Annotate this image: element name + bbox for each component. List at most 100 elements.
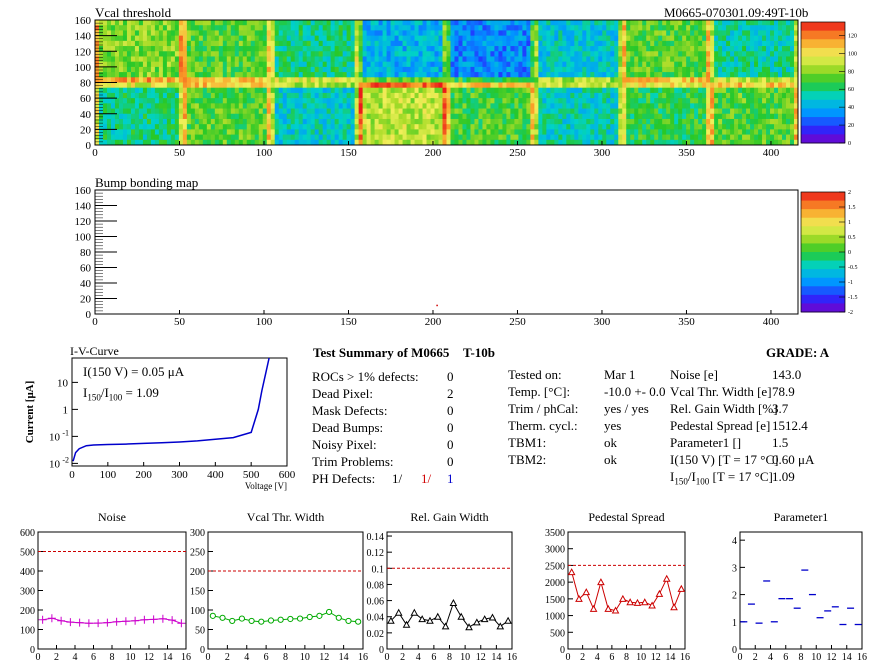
map-cell: [446, 77, 451, 83]
map-cell: [642, 25, 647, 31]
map-cell: [706, 35, 711, 42]
map-cell: [710, 46, 715, 52]
y-tick-label: 160: [75, 185, 92, 197]
map-cell: [730, 72, 735, 78]
map-cell: [658, 30, 663, 37]
map-cell: [538, 51, 543, 57]
map-cell: [686, 124, 691, 130]
map-cell: [710, 30, 715, 37]
map-cell: [586, 87, 591, 94]
roc-point: [131, 616, 140, 625]
map-cell: [774, 40, 779, 47]
map-cell: [342, 124, 348, 130]
map-cell: [166, 46, 172, 52]
map-cell: [790, 35, 795, 42]
map-cell: [362, 72, 368, 78]
map-cell: [646, 103, 651, 109]
map-cell: [438, 98, 443, 104]
map-cell: [442, 134, 447, 141]
map-cell: [250, 46, 256, 52]
map-cell: [746, 134, 751, 141]
map-cell: [218, 82, 224, 89]
map-cell: [218, 56, 224, 63]
map-cell: [598, 46, 603, 52]
map-cell: [578, 113, 583, 120]
map-cell: [666, 46, 671, 52]
map-cell: [518, 139, 523, 146]
map-cell: [642, 20, 647, 26]
map-cell: [546, 46, 551, 52]
map-cell: [586, 56, 591, 63]
map-cell: [194, 113, 200, 120]
map-cell: [766, 82, 771, 89]
map-cell: [526, 25, 531, 31]
map-cell: [530, 98, 535, 104]
map-cell: [430, 77, 435, 83]
map-cell: [354, 124, 360, 130]
map-cell: [526, 134, 531, 141]
map-cell: [666, 87, 671, 94]
map-cell: [442, 113, 447, 120]
map-cell: [534, 35, 539, 42]
map-cell: [486, 92, 491, 99]
map-cell: [234, 56, 240, 63]
x-tick-label: 300: [594, 316, 611, 328]
map-cell: [134, 108, 140, 115]
map-cell: [346, 87, 352, 94]
map-cell: [630, 124, 635, 130]
palette-band: [801, 22, 845, 32]
map-cell: [770, 124, 775, 130]
map-cell: [382, 56, 387, 63]
map-cell: [554, 92, 559, 99]
map-cell: [766, 40, 771, 47]
palette-tick-label: 60: [848, 87, 854, 93]
map-cell: [662, 46, 667, 52]
map-cell: [558, 56, 563, 63]
map-cell: [766, 61, 771, 68]
map-cell: [286, 82, 292, 89]
map-cell: [766, 77, 771, 83]
map-cell: [598, 35, 603, 42]
map-cell: [374, 25, 379, 31]
map-cell: [570, 113, 575, 120]
map-cell: [486, 134, 491, 141]
map-cell: [158, 139, 164, 146]
map-cell: [158, 51, 164, 57]
map-cell: [746, 72, 751, 78]
map-cell: [294, 61, 300, 68]
map-cell: [290, 25, 296, 31]
map-cell: [666, 35, 671, 42]
map-cell: [518, 103, 523, 109]
map-cell: [734, 103, 739, 109]
map-cell: [338, 35, 344, 42]
map-cell: [230, 25, 236, 31]
map-cell: [406, 108, 411, 115]
map-cell: [486, 139, 491, 146]
map-cell: [558, 35, 563, 42]
map-cell: [470, 108, 475, 115]
map-cell: [362, 129, 368, 135]
map-cell: [418, 139, 423, 146]
map-cell: [406, 35, 411, 42]
map-cell: [466, 129, 471, 135]
map-cell: [210, 66, 216, 73]
map-cell: [338, 92, 344, 99]
map-cell: [154, 20, 160, 26]
map-cell: [778, 92, 783, 99]
map-cell: [678, 92, 683, 99]
map-cell: [246, 66, 252, 73]
map-cell: [98, 103, 104, 109]
map-cell: [98, 30, 104, 37]
map-cell: [114, 30, 120, 37]
map-cell: [794, 92, 799, 99]
map-cell: [194, 66, 200, 73]
map-cell: [122, 46, 128, 52]
map-cell: [614, 92, 619, 99]
map-cell: [706, 66, 711, 73]
map-cell: [710, 61, 715, 68]
map-cell: [670, 66, 675, 73]
map-cell: [238, 66, 244, 73]
map-cell: [346, 30, 352, 37]
map-cell: [730, 98, 735, 104]
map-cell: [458, 46, 463, 52]
